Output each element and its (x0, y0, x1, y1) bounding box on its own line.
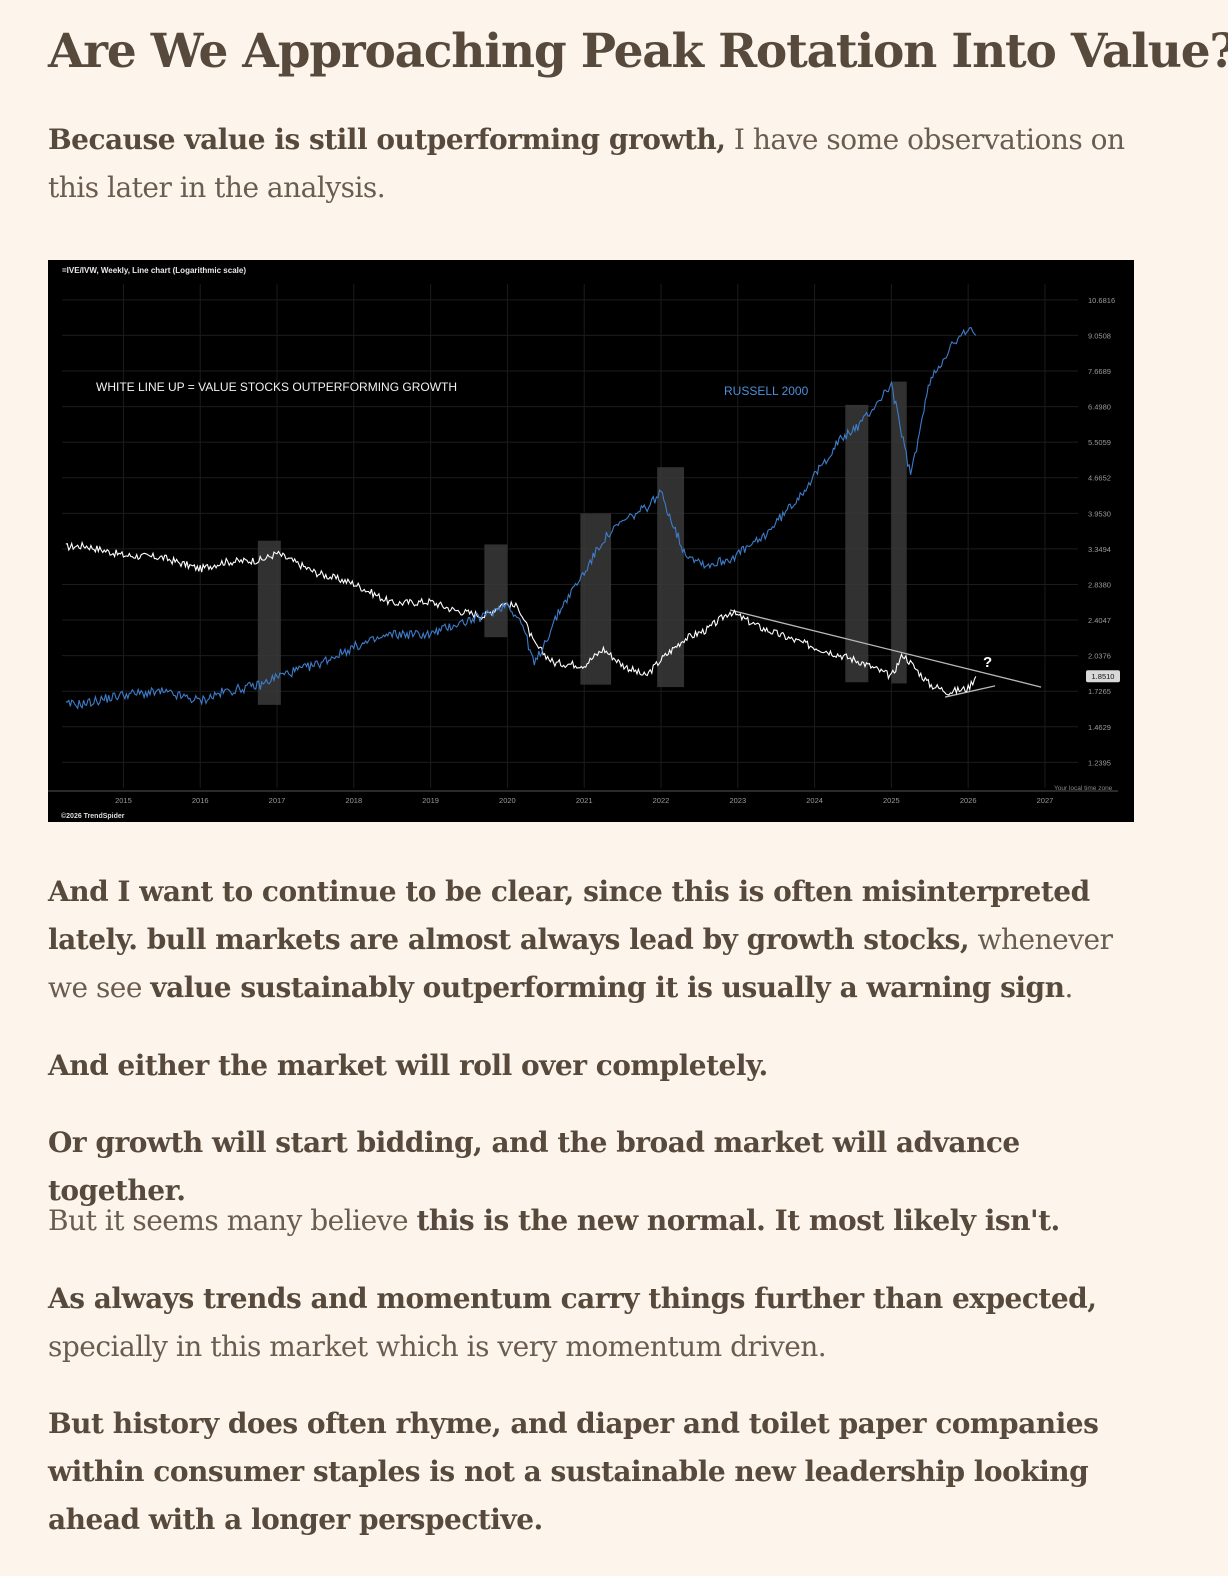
chart-shaded-regions (257, 381, 907, 705)
paragraph-momentum: As always trends and momentum carry thin… (48, 1275, 1158, 1371)
chart-current-value-tag: 1.8510 (1086, 670, 1120, 683)
paragraph-growth-bidding: Or growth will start bidding, and the br… (48, 1119, 1158, 1215)
trendline (729, 609, 1042, 688)
x-tick-label: 2024 (806, 796, 823, 805)
x-tick-label: 2021 (576, 796, 593, 805)
y-tick-label: 9.0508 (1088, 331, 1111, 340)
p1-bold-a: And I want to continue to be clear, sinc… (48, 875, 1090, 956)
intro-text: I have some observations on this later i… (48, 123, 1125, 204)
value-growth-ratio-line (65, 540, 977, 696)
y-tick-label: 2.0376 (1088, 652, 1111, 661)
y-tick-label: 2.8380 (1088, 580, 1111, 589)
p5-text-b: specially in this market which is very m… (48, 1330, 827, 1363)
chart-timezone: Your local time zone (1054, 785, 1113, 792)
current-value-box (1086, 670, 1120, 683)
p3-bold: Or growth will start bidding, and the br… (48, 1126, 1020, 1207)
shaded-region (257, 540, 281, 705)
y-tick-label: 3.9530 (1088, 509, 1111, 518)
chart-footer: ©2026 TrendSpider (61, 812, 125, 820)
chart-trendlines (729, 609, 1042, 698)
p4-bold-b: this is the new normal. It most likely i… (416, 1204, 1060, 1237)
chart-y-ticks: 10.6816 9.0508 7.6689 6.4980 5.5059 4.6652 3.9… (1088, 296, 1115, 768)
ratio-chart: 10.6816 9.0508 7.6689 6.4980 5.5059 4.6652 3.9… (48, 260, 1134, 822)
y-tick-label: 7.6689 (1088, 367, 1111, 376)
intro-bold-text: Because value is still outperforming gro… (48, 123, 726, 156)
x-tick-label: 2018 (345, 796, 362, 805)
paragraph-history-rhymes: But history does often rhyme, and diaper… (48, 1400, 1158, 1544)
russell-2000-line (65, 327, 977, 710)
p4-text-a: But it seems many believe (48, 1204, 417, 1237)
y-tick-label: 10.6816 (1088, 296, 1115, 305)
y-tick-label: 2.4047 (1088, 616, 1111, 625)
y-tick-label: 3.3494 (1088, 545, 1111, 554)
p5-bold-a: As always trends and momentum carry thin… (48, 1282, 1097, 1315)
chart-lines (65, 327, 977, 710)
y-tick-label: 5.5059 (1088, 438, 1111, 447)
y-tick-label: 6.4980 (1088, 403, 1111, 412)
x-tick-label: 2023 (729, 796, 746, 805)
p1-bold-c: value sustainably outperforming it is us… (150, 971, 1065, 1004)
p6-bold: But history does often rhyme, and diaper… (48, 1407, 1099, 1536)
x-tick-label: 2015 (115, 796, 132, 805)
x-tick-label: 2017 (269, 796, 286, 805)
x-tick-label: 2025 (883, 796, 900, 805)
shaded-region (484, 544, 508, 638)
y-tick-label: 4.6652 (1088, 474, 1111, 483)
chart-x-ticks: 2015 2016 2017 2018 2019 2020 2021 2022 2023 2024… (115, 796, 1053, 805)
trendline (944, 685, 996, 698)
article-title: Are We Approaching Peak Rotation Into Va… (48, 24, 1228, 79)
x-tick-label: 2026 (960, 796, 977, 805)
x-tick-label: 2020 (499, 796, 516, 805)
x-tick-label: 2016 (192, 796, 209, 805)
x-tick-label: 2022 (653, 796, 670, 805)
paragraph-growth-leadership: And I want to continue to be clear, sinc… (48, 868, 1158, 1012)
paragraph-roll-over: And either the market will roll over com… (48, 1042, 1158, 1090)
shaded-region (891, 381, 907, 684)
chart-annotation-left: WHITE LINE UP = VALUE STOCKS OUTPERFORMI… (96, 380, 457, 394)
x-tick-label: 2027 (1037, 796, 1054, 805)
chart-header: =IVE/IVW, Weekly, Line chart (Logarithmi… (62, 266, 246, 275)
p1-text-d: . (1064, 971, 1073, 1004)
paragraph-new-normal: But it seems many believe this is the ne… (48, 1197, 1158, 1245)
current-value-label: 1.8510 (1092, 672, 1115, 681)
shaded-region (657, 467, 685, 688)
p1-text-b: whenever we see (48, 923, 1113, 1004)
y-tick-label: 1.7265 (1088, 687, 1111, 696)
shaded-region (580, 513, 612, 685)
chart-svg: 10.6816 9.0508 7.6689 6.4980 5.5059 4.6652 3.9… (48, 266, 1120, 820)
x-tick-label: 2019 (422, 796, 439, 805)
intro-paragraph: Because value is still outperforming gro… (48, 116, 1158, 212)
chart-annotation-russell: RUSSELL 2000 (724, 384, 809, 398)
shaded-region (845, 404, 869, 683)
y-tick-label: 1.2395 (1088, 758, 1111, 767)
p2-bold: And either the market will roll over com… (48, 1049, 768, 1082)
y-tick-label: 1.4629 (1088, 723, 1111, 732)
chart-question-mark: ? (983, 654, 992, 671)
